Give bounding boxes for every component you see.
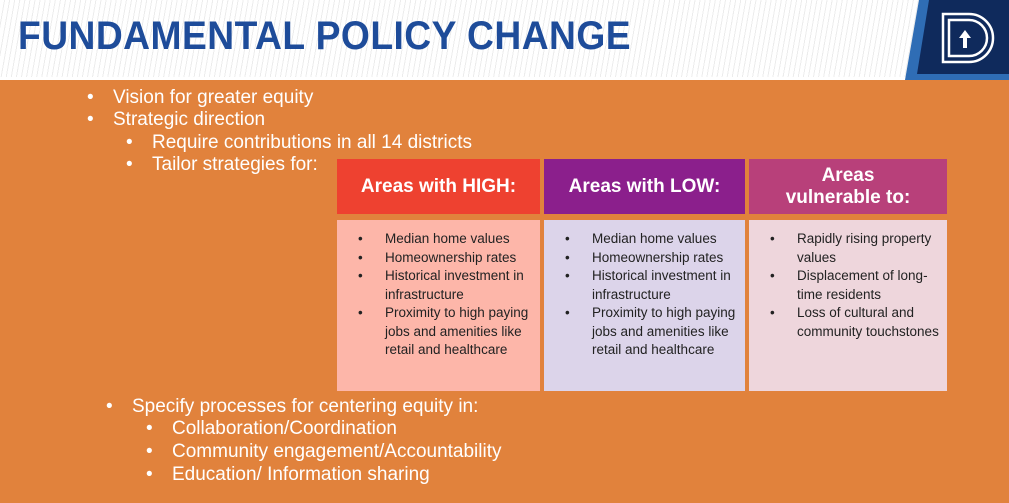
bullet-text: Tailor strategies for: — [152, 154, 318, 175]
list-item: Homeownership rates — [358, 249, 532, 268]
bullet-vision: • Vision for greater equity — [87, 87, 314, 108]
column-high: Areas with HIGH: Median home values Home… — [337, 159, 540, 391]
slide-title: FUNDAMENTAL POLICY CHANGE — [18, 14, 632, 58]
column-body: Rapidly rising property values Displacem… — [749, 220, 947, 391]
column-header: Areas with HIGH: — [337, 159, 540, 214]
list-item: Historical investment in infrastructure — [565, 267, 737, 304]
city-logo-icon — [905, 0, 1009, 80]
bullet-text: Collaboration/Coordination — [172, 418, 397, 439]
list-item: Historical investment in infrastructure — [358, 267, 532, 304]
list-item: Homeownership rates — [565, 249, 737, 268]
bullet-specify: • Specify processes for centering equity … — [106, 396, 479, 417]
column-body: Median home values Homeownership rates H… — [337, 220, 540, 391]
list-item: Proximity to high paying jobs and amenit… — [358, 304, 532, 360]
list-item: Median home values — [358, 230, 532, 249]
bullet-education: • Education/ Information sharing — [146, 464, 430, 485]
list-item: Displacement of long-time residents — [770, 267, 939, 304]
bullet-community: • Community engagement/Accountability — [146, 441, 502, 462]
slide-header: FUNDAMENTAL POLICY CHANGE — [0, 0, 1009, 80]
list-item: Loss of cultural and community touchston… — [770, 304, 939, 341]
bullet-collaboration: • Collaboration/Coordination — [146, 418, 397, 439]
bullet-require: • Require contributions in all 14 distric… — [126, 132, 472, 153]
bullet-text: Community engagement/Accountability — [172, 441, 502, 462]
column-low: Areas with LOW: Median home values Homeo… — [544, 159, 745, 391]
list-item: Rapidly rising property values — [770, 230, 939, 267]
bullet-text: Vision for greater equity — [113, 87, 314, 108]
list-item: Proximity to high paying jobs and amenit… — [565, 304, 737, 360]
bullet-text: Strategic direction — [113, 109, 266, 130]
bullet-text: Specify processes for centering equity i… — [132, 396, 479, 417]
list-item: Median home values — [565, 230, 737, 249]
bullet-tailor: • Tailor strategies for: — [126, 154, 318, 175]
column-header: Areas vulnerable to: — [749, 159, 947, 214]
column-vulnerable: Areas vulnerable to: Rapidly rising prop… — [749, 159, 947, 391]
column-body: Median home values Homeownership rates H… — [544, 220, 745, 391]
bullet-strategic: • Strategic direction — [87, 109, 266, 130]
column-header: Areas with LOW: — [544, 159, 745, 214]
bullet-text: Education/ Information sharing — [172, 464, 430, 485]
bullet-text: Require contributions in all 14 district… — [152, 132, 472, 153]
